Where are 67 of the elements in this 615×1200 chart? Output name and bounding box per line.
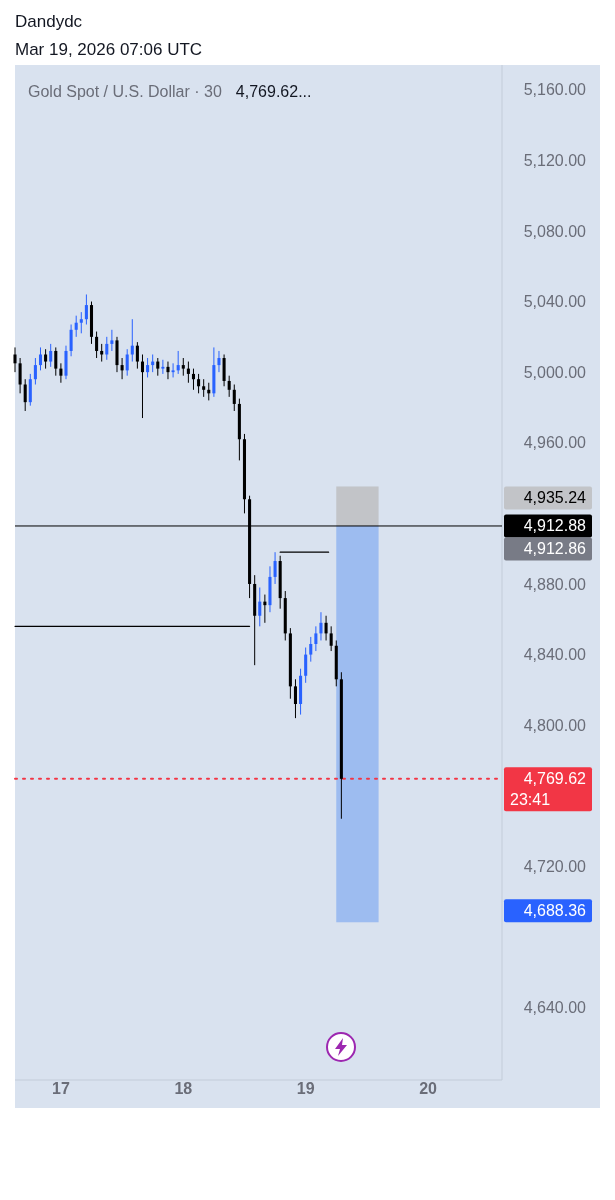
candlestick — [59, 362, 63, 384]
y-tick-label: 4,800.00 — [523, 716, 587, 734]
candlestick — [23, 378, 27, 412]
candlestick — [54, 346, 58, 377]
text: 4,912.88 — [523, 517, 587, 535]
candlestick — [273, 551, 277, 585]
candlestick — [13, 346, 17, 373]
candlestick — [95, 331, 99, 359]
text: Dandydc — [15, 12, 83, 31]
candlestick — [197, 373, 201, 394]
y-tick-label: 4,840.00 — [523, 646, 587, 664]
y-tick-label: 5,160.00 — [523, 81, 587, 99]
x-tick-label: 17 — [52, 1080, 70, 1097]
text: 4,935.24 — [523, 489, 587, 507]
candlestick — [258, 587, 262, 627]
candlestick — [324, 615, 328, 641]
text: Mar 19, 2026 07:06 UTC — [15, 40, 203, 59]
candlestick — [329, 625, 333, 652]
candlestick — [18, 357, 22, 394]
candlestick — [28, 373, 32, 407]
candlestick — [304, 647, 308, 684]
y-tick-label: 5,120.00 — [523, 151, 587, 169]
text: 4,688.36 — [523, 902, 587, 920]
candlestick — [69, 323, 73, 357]
ref-line-label: 4,769.62 — [523, 770, 587, 788]
candlestick — [33, 357, 37, 385]
y-tick-label: 5,080.00 — [523, 222, 587, 240]
x-tick-label: 20 — [419, 1080, 438, 1097]
candlestick — [166, 361, 170, 380]
candlestick — [227, 375, 231, 398]
candlestick — [171, 362, 175, 378]
candlestick — [309, 636, 313, 663]
candlestick — [293, 678, 297, 719]
candlestick — [49, 343, 53, 368]
candlestick — [84, 293, 88, 325]
ref-line-label: 4,912.86 — [523, 540, 587, 558]
candlestick — [110, 329, 114, 352]
candlestick — [38, 346, 43, 371]
x-tick-label: 18 — [174, 1080, 193, 1097]
x-tick-label: 19 — [296, 1080, 315, 1097]
y-tick-label: 4,880.00 — [523, 575, 587, 593]
candlestick — [319, 611, 323, 641]
candlestick — [222, 354, 226, 387]
candlestick — [176, 350, 180, 375]
y-tick-label: 4,960.00 — [523, 434, 587, 452]
y-tick-label: 4,640.00 — [523, 999, 587, 1017]
candlestick — [140, 354, 145, 419]
candlestick — [161, 359, 165, 375]
candlestick — [79, 311, 83, 334]
candlestick — [125, 348, 129, 377]
candlestick — [120, 357, 124, 380]
candlestick — [232, 384, 236, 412]
candlestick — [191, 368, 196, 391]
candlestick — [135, 341, 139, 370]
candlestick — [186, 361, 190, 384]
candlestick — [44, 348, 48, 370]
y-tick-label: 4,720.00 — [523, 858, 587, 876]
y-tick-label: 5,000.00 — [523, 363, 587, 381]
y-tick-label: 5,040.00 — [523, 293, 587, 311]
candlestick — [314, 625, 318, 652]
candlestick — [146, 357, 150, 378]
candlestick — [105, 336, 109, 361]
candlestick — [217, 350, 221, 373]
text: 23:41 — [510, 791, 551, 809]
candlestick — [74, 315, 78, 338]
text: 4,769.62... — [235, 83, 312, 100]
text: Gold Spot / U.S. Dollar · 30 — [28, 83, 222, 100]
